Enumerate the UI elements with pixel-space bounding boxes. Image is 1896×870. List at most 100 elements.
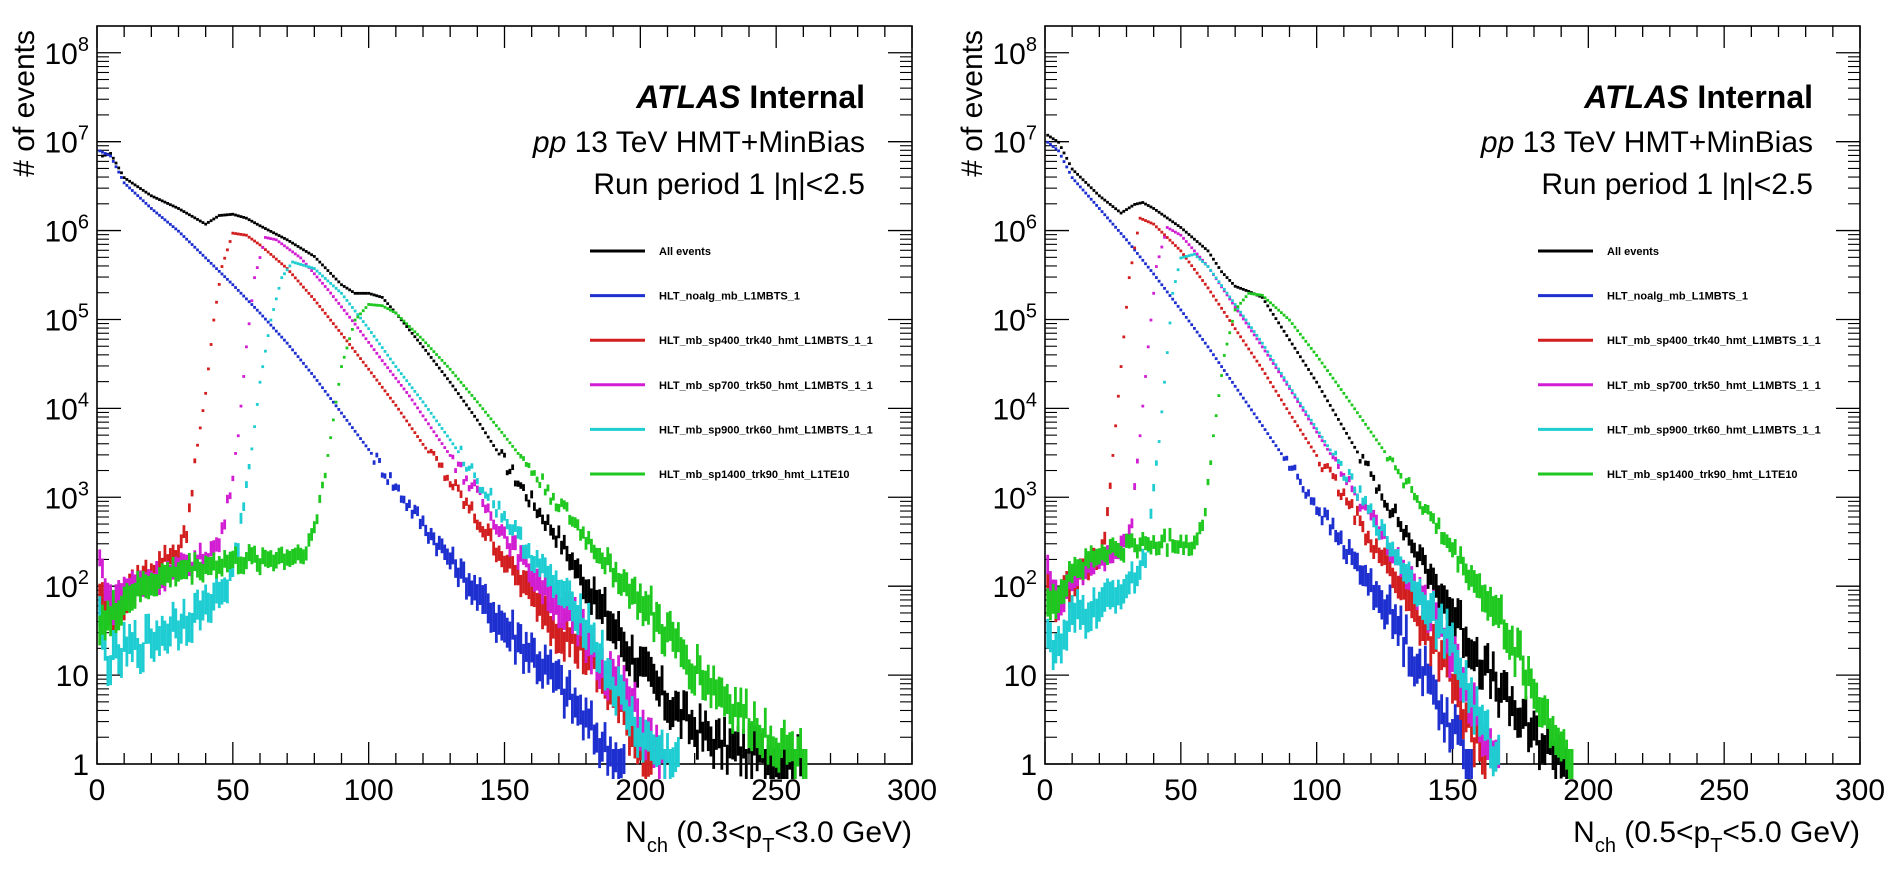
data-point [1510,686,1514,717]
data-point [668,699,672,730]
data-point [581,710,585,741]
data-point [359,312,362,316]
data-point [554,570,558,595]
data-point [160,563,164,585]
data-point [296,355,300,359]
data-point [1407,582,1411,611]
data-point [163,620,167,651]
data-point [581,617,585,648]
data-point [103,153,107,157]
data-point [606,610,610,641]
data-point [1108,547,1112,564]
data-point [1108,581,1112,610]
data-point [1097,194,1101,198]
data-point [1418,615,1422,646]
data-point [1108,538,1112,555]
data-point [182,598,186,629]
data-point [1168,238,1172,242]
data-point [622,569,626,593]
data-point [1062,151,1066,155]
data-point [1548,718,1552,749]
data-point [386,393,390,396]
data-point [1570,749,1574,779]
y-tick-label: 1 [72,749,89,782]
data-point [1133,246,1137,250]
data-point [1146,204,1150,207]
data-point [1263,346,1267,349]
data-point [1461,739,1465,770]
data-point [1141,404,1145,408]
data-point [274,297,278,301]
y-tick-label: 103 [45,478,90,515]
y-tick-label: 103 [993,478,1038,515]
data-point [755,741,759,772]
data-point [413,389,417,393]
data-point [1203,507,1207,517]
data-point [258,311,262,315]
data-point [1472,704,1476,735]
data-point [1388,509,1392,519]
data-point [272,554,275,572]
data-point [293,547,297,564]
data-point [1138,560,1142,580]
data-point [391,310,395,313]
data-point [141,199,145,203]
data-point [1133,248,1137,252]
data-point [552,492,555,501]
data-point [497,604,501,635]
data-point [274,257,278,261]
data-point [576,695,580,726]
data-point [427,450,430,454]
data-point [1486,643,1490,674]
data-point [402,321,406,325]
data-point [725,744,729,775]
data-point [462,479,466,485]
data-point [1282,456,1286,461]
data-point [655,670,659,701]
data-point [1391,457,1395,463]
data-point [481,486,485,494]
data-point [511,556,515,576]
data-point [1298,404,1302,408]
data-point [522,570,525,594]
data-point [1165,351,1169,354]
data-point [427,422,430,426]
data-point [345,286,349,290]
data-point [421,338,425,342]
data-point [375,294,379,298]
data-point [1551,740,1555,771]
data-point [1203,247,1207,250]
data-point [253,545,256,563]
data-point [505,617,509,648]
data-point [231,550,235,569]
data-point [693,717,697,748]
y-axis-title: # of events [956,30,989,177]
data-point [1451,598,1454,629]
data-point [609,659,612,690]
data-point [264,236,267,239]
data-point [633,716,637,747]
data-point [416,333,419,336]
data-point [1209,268,1213,272]
data-point [465,403,468,407]
data-point [1133,483,1137,490]
data-point [625,641,629,672]
data-point [291,260,294,264]
data-point [1168,227,1172,231]
data-point [560,498,563,508]
data-point [1103,546,1107,563]
data-point [1269,380,1272,384]
data-point [242,233,246,237]
data-point [1480,585,1484,612]
data-point [98,615,102,646]
data-point [1383,547,1386,565]
data-point [1421,506,1425,515]
data-point [443,446,447,449]
data-point [541,473,544,480]
data-point [1334,529,1338,543]
data-point [1307,417,1310,421]
data-point [399,316,403,320]
data-point [446,377,449,381]
data-point [1193,237,1196,241]
data-point [418,439,422,442]
